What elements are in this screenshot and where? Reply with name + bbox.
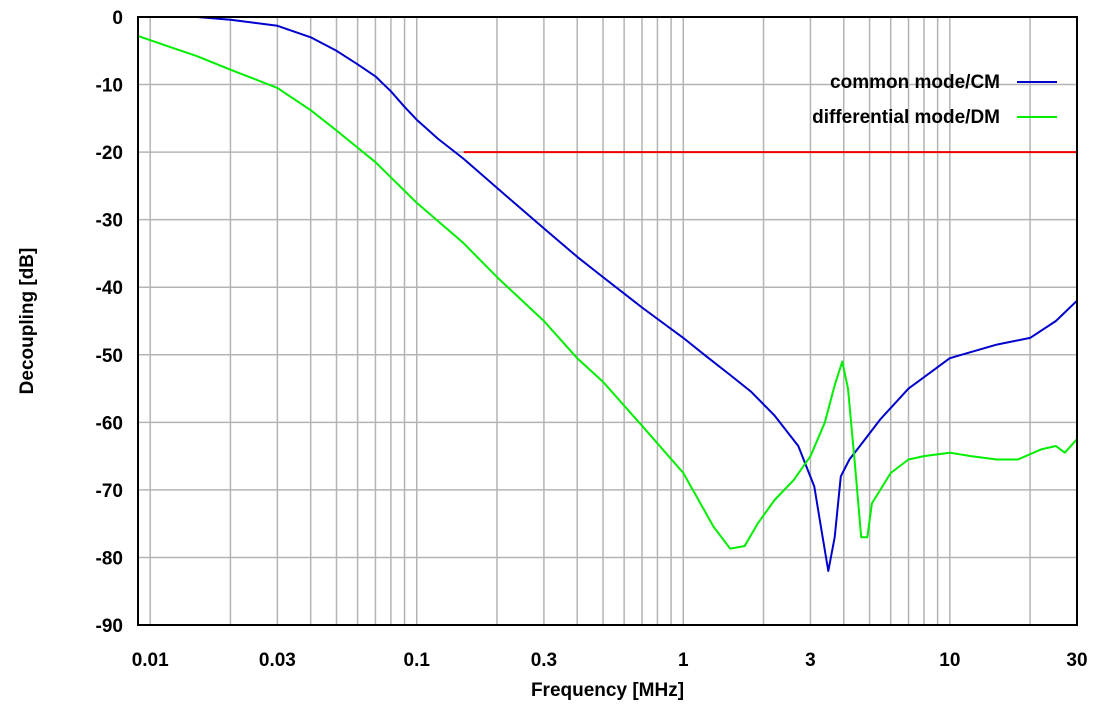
- x-tick-labels: 0.01 0.03 0.1 0.3 1 3 10 30: [132, 650, 1088, 671]
- x-axis-label: Frequency [MHz]: [531, 680, 684, 701]
- x-tick-label: 0.1: [404, 650, 431, 671]
- plot-frame: [137, 16, 1078, 626]
- y-tick-label: -20: [96, 143, 123, 164]
- x-tick-label: 3: [805, 650, 816, 671]
- x-tick-label: 10: [939, 650, 960, 671]
- y-tick-label: -10: [96, 76, 123, 97]
- y-tick-label: -70: [96, 481, 123, 502]
- series-group: [137, 16, 1078, 572]
- y-tick-label: -30: [96, 211, 123, 232]
- legend: common mode/CM differential mode/DM: [812, 72, 1057, 128]
- series-line-cm: [138, 16, 1078, 572]
- x-tick-label: 0.01: [132, 650, 169, 671]
- x-tick-label: 0.03: [259, 650, 296, 671]
- y-tick-label: 0: [112, 8, 123, 29]
- y-axis-label: Decoupling [dB]: [17, 248, 38, 395]
- y-tick-label: -40: [96, 278, 123, 299]
- series-line-dm: [137, 34, 1078, 550]
- y-tick-labels: 0 -10 -20 -30 -40 -50 -60 -70 -80 -90: [96, 8, 123, 637]
- y-tick-label: -80: [96, 548, 123, 569]
- x-tick-label: 1: [678, 650, 689, 671]
- y-tick-label: -60: [96, 413, 123, 434]
- x-tick-label: 0.3: [531, 650, 557, 671]
- y-tick-label: -50: [96, 346, 123, 367]
- legend-label-dm: differential mode/DM: [812, 107, 1000, 128]
- y-tick-label: -90: [96, 616, 123, 637]
- legend-label-cm: common mode/CM: [830, 72, 1000, 93]
- x-tick-label: 30: [1066, 650, 1087, 671]
